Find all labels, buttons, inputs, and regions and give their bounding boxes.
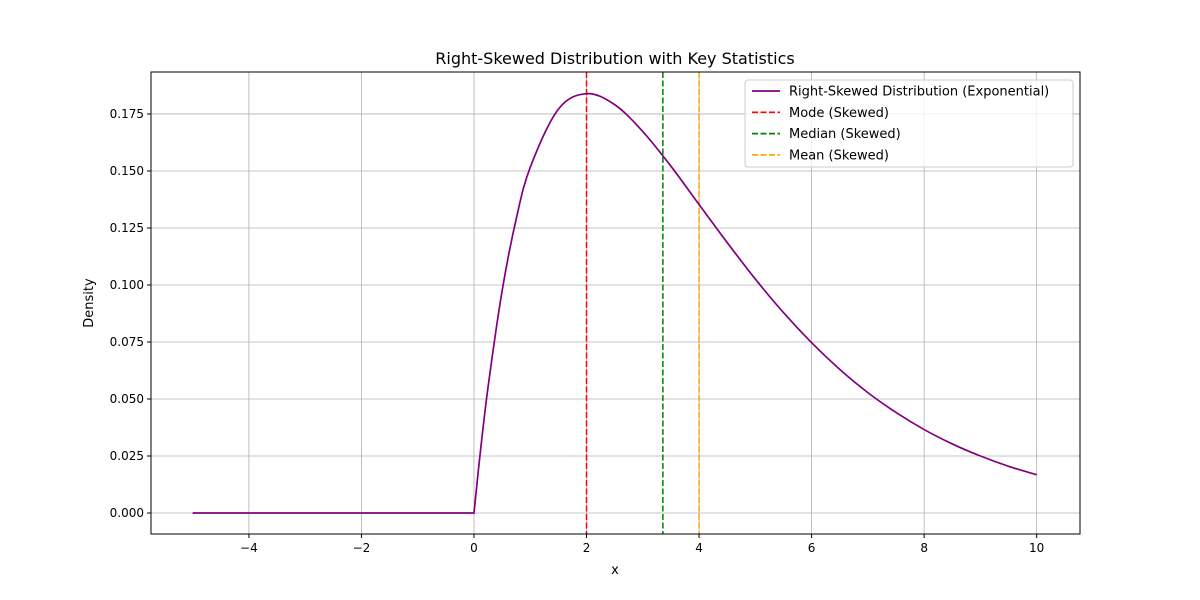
y-tick-label: 0.075 (110, 335, 144, 349)
y-axis-label: Density (82, 278, 97, 328)
x-tick-label: −2 (353, 541, 371, 555)
legend-label: Right-Skewed Distribution (Exponential) (789, 85, 1049, 100)
x-axis-label: x (611, 563, 619, 578)
x-tick-label: 0 (470, 541, 478, 555)
y-tick-label: 0.025 (110, 449, 144, 463)
ticks: −4 −2 0 2 4 6 8 10 0.000 0.025 0.050 0.075 0.100 0.12… (110, 107, 1045, 555)
plot-frame (150, 71, 1081, 535)
x-tick-label: 4 (695, 541, 703, 555)
legend-label: Mode (Skewed) (789, 106, 889, 121)
legend-label: Median (Skewed) (789, 127, 901, 142)
legend: Right-Skewed Distribution (Exponential) M… (744, 79, 1074, 168)
y-tick-label: 0.000 (110, 506, 144, 520)
y-tick-label: 0.150 (110, 164, 144, 178)
legend-label: Mean (Skewed) (789, 148, 889, 163)
series (192, 92, 1037, 514)
y-tick-label: 0.125 (110, 221, 144, 235)
x-tick-label: 8 (920, 541, 928, 555)
y-tick-label: 0.100 (110, 278, 144, 292)
x-tick-label: −4 (240, 541, 258, 555)
y-tick-label: 0.175 (110, 107, 144, 121)
x-tick-label: 6 (808, 541, 816, 555)
chart-title: Right-Skewed Distribution with Key Stati… (435, 49, 794, 68)
x-tick-label: 2 (583, 541, 591, 555)
x-tick-label: 10 (1029, 541, 1044, 555)
vertical-lines (585, 72, 700, 534)
y-tick-label: 0.050 (110, 392, 144, 406)
series-line (192, 92, 1037, 514)
